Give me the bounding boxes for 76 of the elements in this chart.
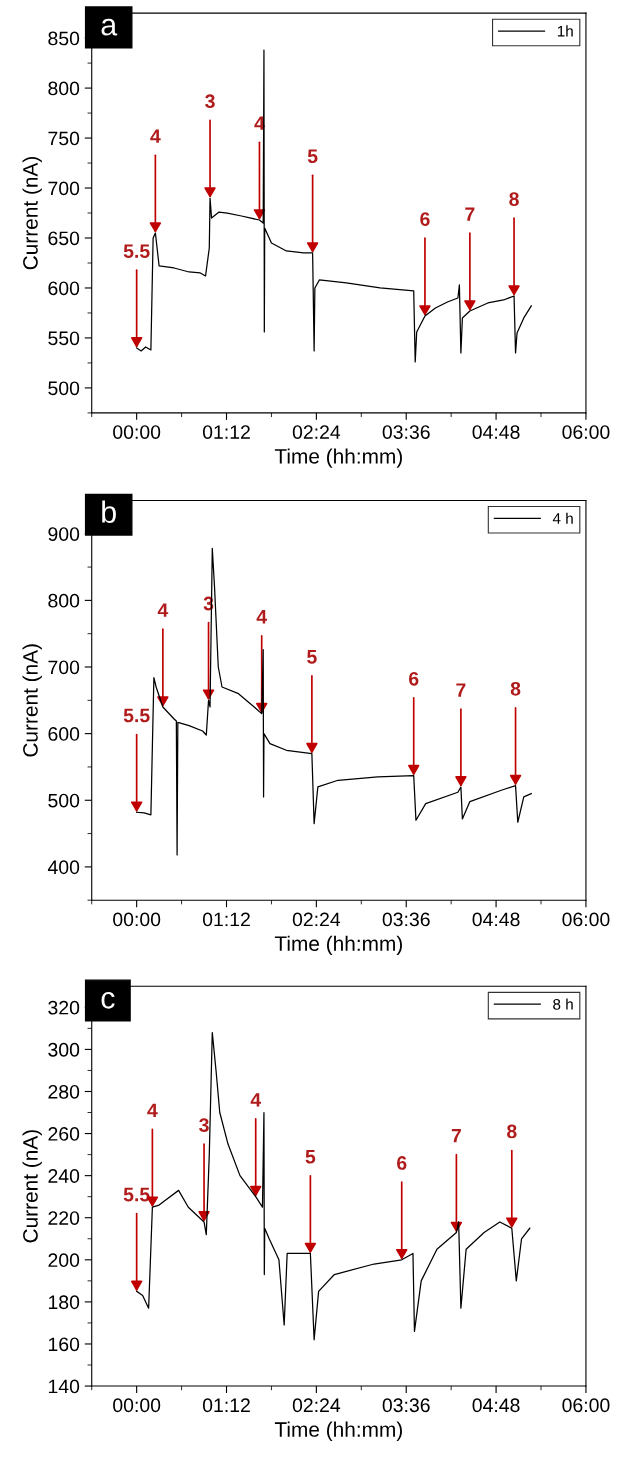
y-tick-label: 300 (48, 1042, 80, 1057)
annotation: 5.5 (123, 244, 150, 258)
x-tick-label: 03:36 (382, 912, 430, 927)
y-tick-label: 600 (48, 727, 80, 741)
x-tick-label: 03:36 (382, 425, 430, 439)
x-tick-label: 02:24 (292, 1398, 341, 1413)
y-tick-label: 180 (48, 1295, 80, 1310)
y-tick-label: 220 (48, 1211, 80, 1225)
legend-label: 8 h (553, 998, 573, 1010)
x-tick-label: 03:36 (382, 1398, 430, 1413)
y-tick-label: 800 (48, 81, 80, 96)
annotation: 3 (205, 94, 215, 109)
x-axis-title: Time (hh:mm) (274, 448, 402, 468)
legend-label: 4 h (552, 512, 573, 524)
y-tick-label: 700 (48, 181, 80, 196)
y-tick-label: 240 (48, 1169, 80, 1183)
annotation: 8 (507, 1124, 517, 1139)
annotation: 6 (409, 671, 419, 686)
x-axis-title: Time (hh:mm) (274, 1421, 402, 1441)
annotation: 4 (147, 1103, 158, 1118)
y-tick-label: 140 (48, 1379, 80, 1394)
y-tick-label: 160 (48, 1337, 80, 1352)
annotation: 5 (307, 149, 318, 164)
x-tick-label: 00:00 (113, 1398, 161, 1413)
y-tick-label: 280 (48, 1084, 80, 1099)
annotation: c (101, 991, 115, 1009)
x-tick-label: 06:00 (562, 1398, 610, 1413)
annotation: 8 (510, 681, 521, 696)
y-axis-title: Current (nA) (22, 644, 42, 757)
y-tick-label: 260 (48, 1127, 80, 1141)
annotation: 6 (397, 1156, 407, 1170)
annotation: 4 (250, 1093, 262, 1107)
y-axis-title: Current (nA) (22, 157, 42, 270)
y-tick-label: 200 (48, 1253, 80, 1268)
x-tick-label: 01:12 (202, 1398, 250, 1413)
x-tick-label: 06:00 (562, 425, 610, 439)
x-tick-label: 01:12 (202, 912, 250, 927)
annotation: 3 (199, 1118, 209, 1133)
x-tick-label: 00:00 (113, 912, 161, 927)
x-tick-label: 01:12 (202, 425, 250, 439)
y-tick-label: 500 (48, 381, 80, 396)
x-tick-label: 04:48 (472, 912, 520, 927)
y-tick-label: 700 (48, 660, 80, 675)
y-tick-label: 600 (48, 281, 80, 296)
x-tick-label: 00:00 (113, 425, 161, 439)
y-tick-label: 400 (47, 860, 80, 875)
annotation: 5.5 (123, 708, 150, 723)
y-tick-label: 500 (48, 793, 80, 808)
annotation: 5.5 (123, 1187, 150, 1202)
y-tick-label: 900 (48, 527, 80, 541)
x-tick-label: 06:00 (562, 912, 610, 927)
annotation: 4 (256, 610, 268, 624)
annotation: 5 (305, 1149, 316, 1164)
annotation: 4 (157, 603, 169, 617)
y-tick-label: 320 (48, 1000, 80, 1015)
annotation: b (102, 500, 116, 523)
legend-label: 1h (557, 25, 573, 37)
x-tick-label: 02:24 (292, 912, 341, 927)
x-tick-label: 04:48 (472, 425, 520, 439)
annotation: 6 (420, 212, 430, 226)
annotation: 8 (509, 192, 519, 207)
annotation: a (101, 18, 118, 36)
x-tick-label: 02:24 (292, 425, 341, 439)
x-axis-title: Time (hh:mm) (274, 935, 402, 956)
y-tick-label: 850 (48, 31, 80, 46)
annotation: 5 (307, 650, 317, 664)
y-tick-label: 800 (48, 593, 80, 608)
x-tick-label: 04:48 (472, 1398, 520, 1413)
y-axis-title: Current (nA) (22, 1130, 42, 1243)
annotation: 7 (456, 683, 466, 697)
annotation: 7 (451, 1128, 461, 1143)
y-tick-label: 550 (48, 331, 80, 346)
y-tick-label: 750 (48, 131, 80, 146)
annotation: 7 (465, 207, 475, 221)
y-tick-label: 650 (48, 231, 80, 246)
annotation: 4 (150, 129, 161, 143)
